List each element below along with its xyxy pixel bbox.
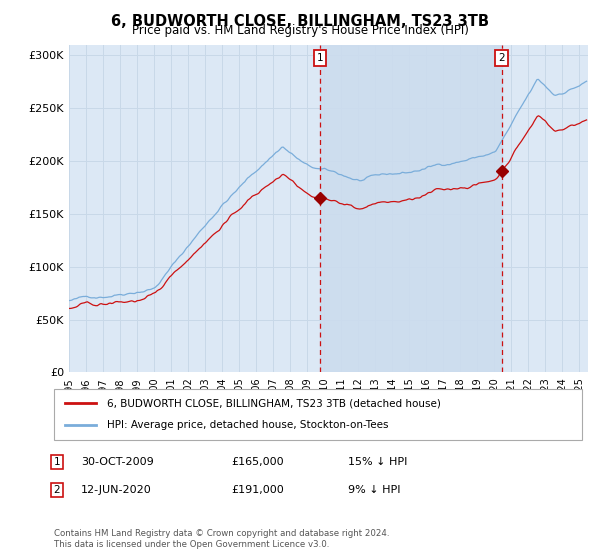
Text: £165,000: £165,000 [231,457,284,467]
Text: HPI: Average price, detached house, Stockton-on-Tees: HPI: Average price, detached house, Stoc… [107,421,388,431]
Bar [320,45,502,372]
Text: 1: 1 [317,53,323,63]
Text: 30-OCT-2009: 30-OCT-2009 [81,457,154,467]
Text: 2: 2 [498,53,505,63]
Text: £191,000: £191,000 [231,485,284,495]
Text: 12-JUN-2020: 12-JUN-2020 [81,485,152,495]
Text: 1: 1 [53,457,61,467]
Text: 6, BUDWORTH CLOSE, BILLINGHAM, TS23 3TB: 6, BUDWORTH CLOSE, BILLINGHAM, TS23 3TB [111,14,489,29]
Text: Contains HM Land Registry data © Crown copyright and database right 2024.
This d: Contains HM Land Registry data © Crown c… [54,529,389,549]
Text: 9% ↓ HPI: 9% ↓ HPI [348,485,401,495]
Text: 2: 2 [53,485,61,495]
Text: Price paid vs. HM Land Registry's House Price Index (HPI): Price paid vs. HM Land Registry's House … [131,24,469,36]
FancyBboxPatch shape [54,389,582,440]
Text: 6, BUDWORTH CLOSE, BILLINGHAM, TS23 3TB (detached house): 6, BUDWORTH CLOSE, BILLINGHAM, TS23 3TB … [107,398,440,408]
Text: 15% ↓ HPI: 15% ↓ HPI [348,457,407,467]
